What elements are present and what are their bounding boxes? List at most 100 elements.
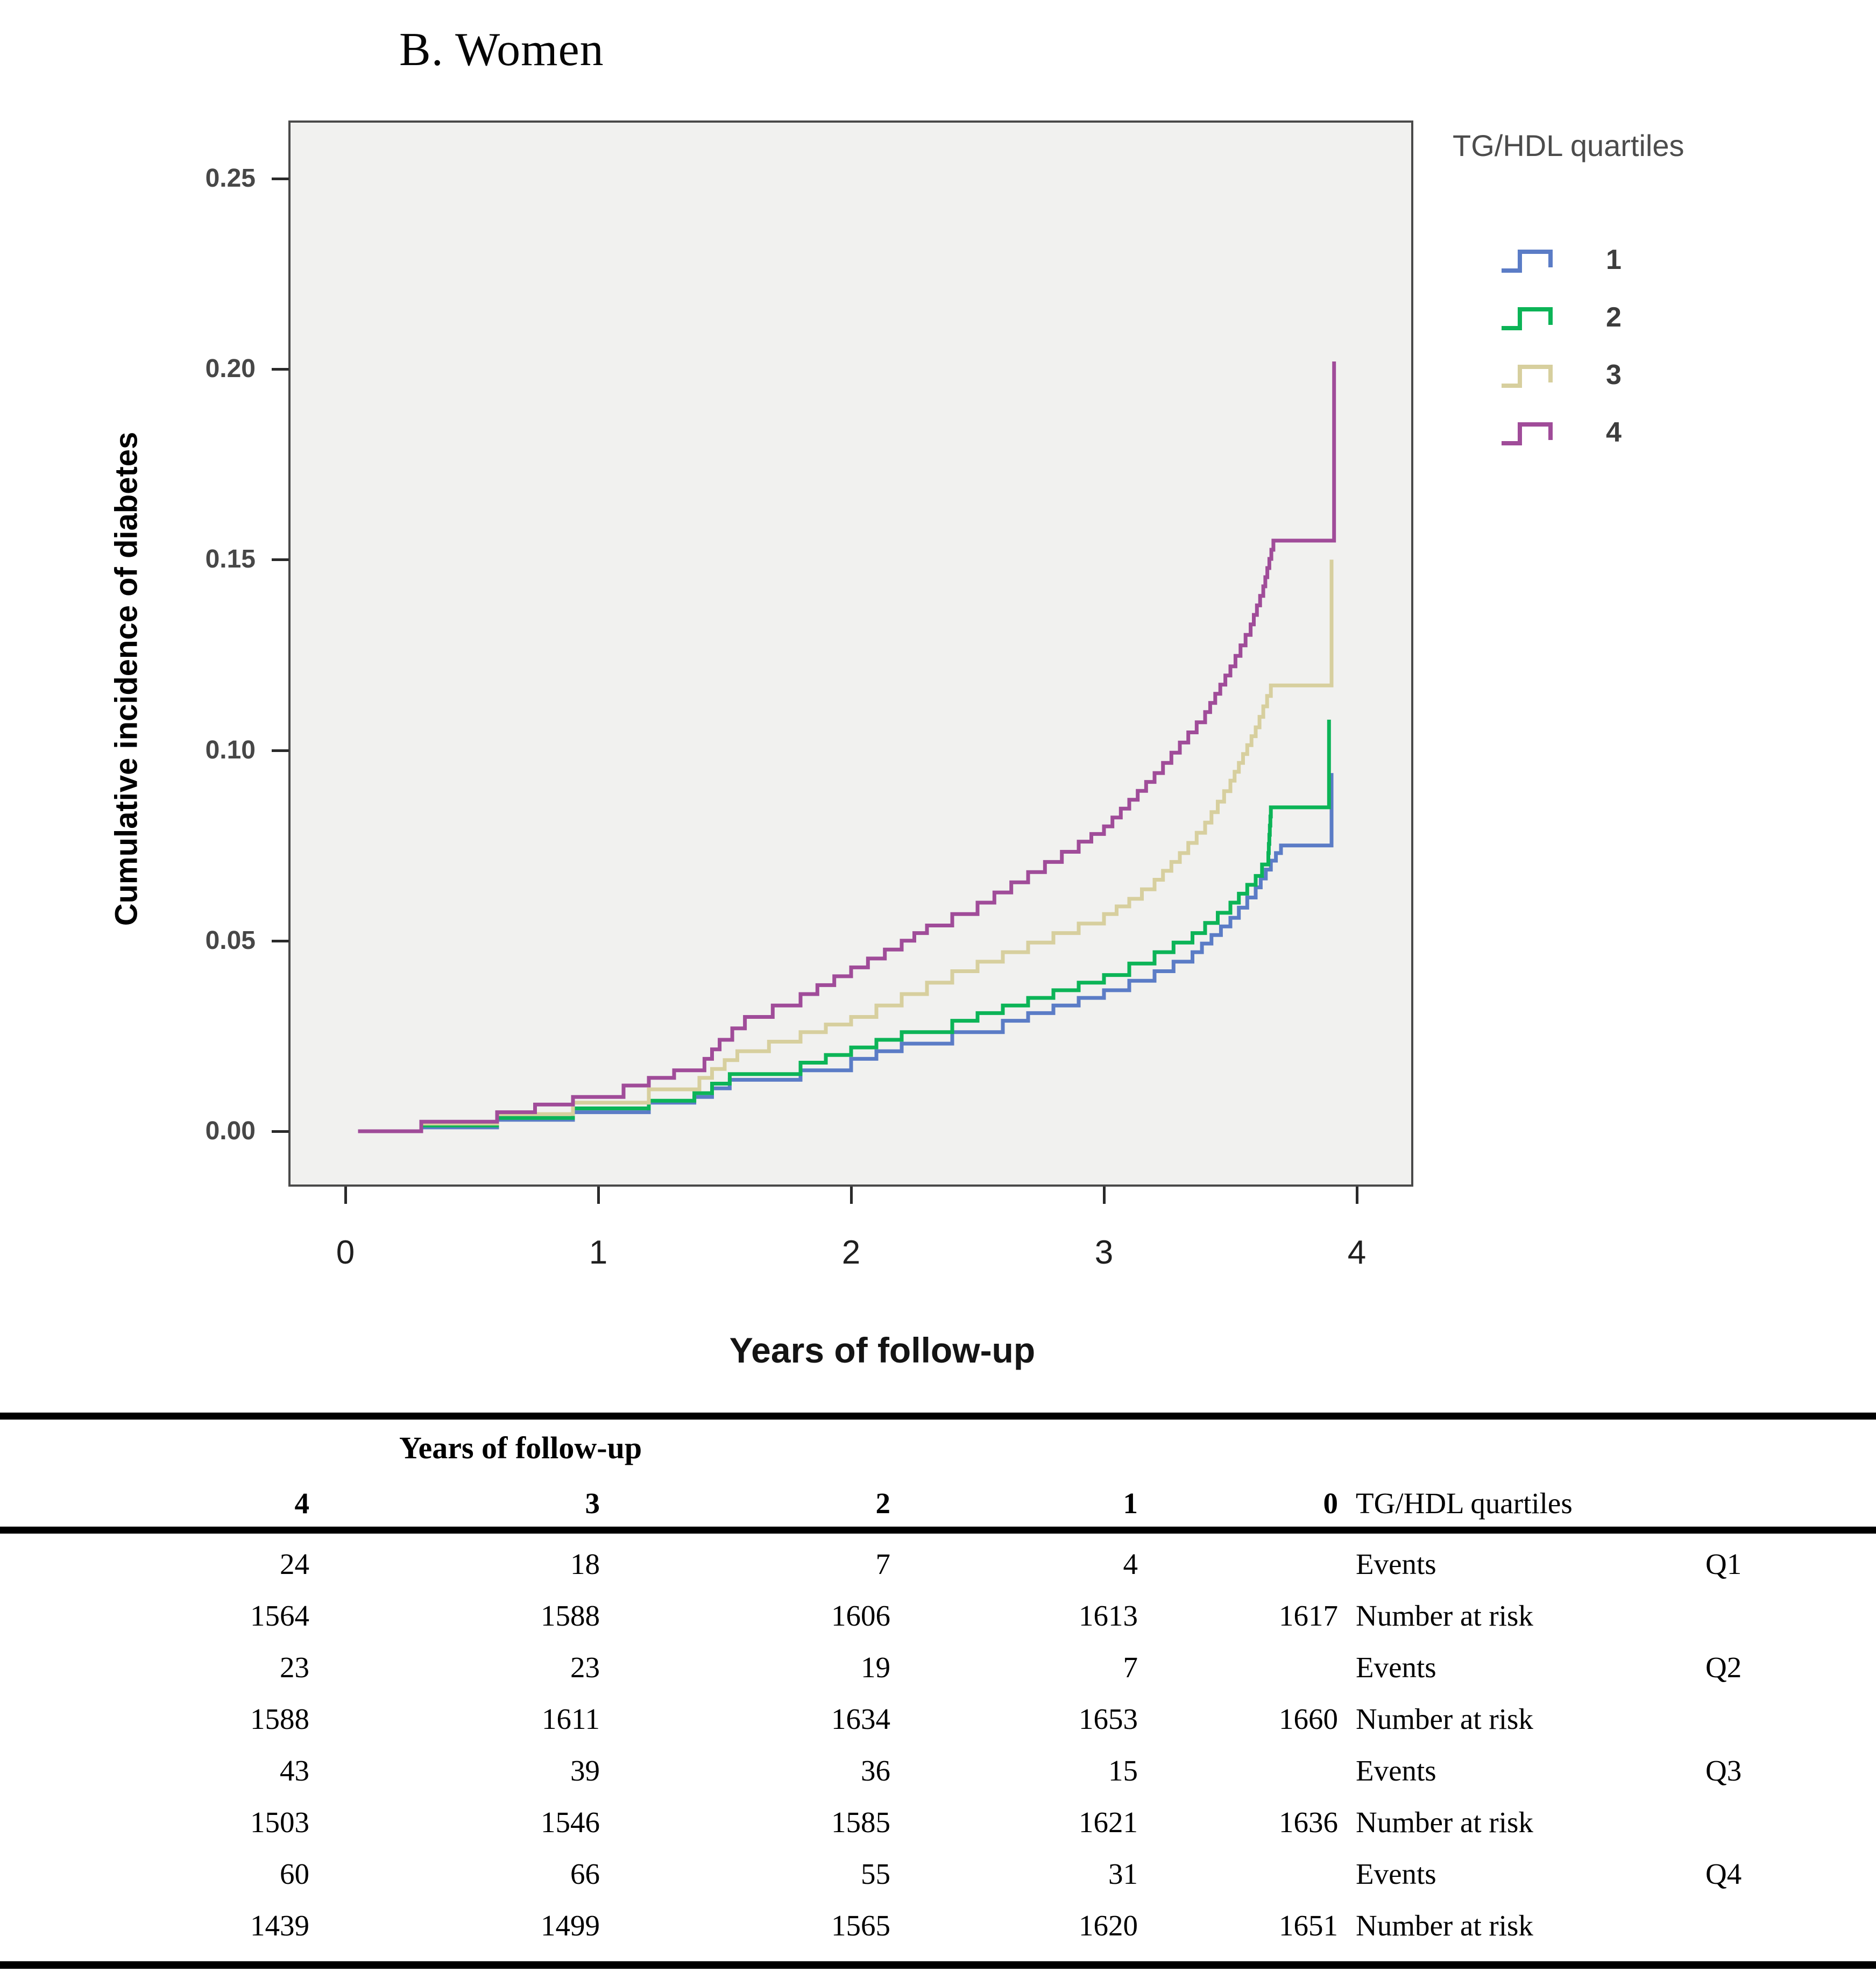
cell-year-1: 1620 — [1079, 1909, 1138, 1942]
x-tick-label-3: 3 — [1094, 1234, 1114, 1271]
curve-quartile-2 — [358, 719, 1331, 1133]
cell-year-1: 4 — [1123, 1548, 1138, 1580]
table-row-number-at-risk: 1439 1499 1565 1620 1651 Number at risk — [0, 1900, 1876, 1952]
cell-year-4: 1503 — [250, 1806, 309, 1839]
cell-year-1: 31 — [1108, 1857, 1138, 1890]
table-row-number-at-risk: 1588 1611 1634 1653 1660 Number at risk — [0, 1693, 1876, 1745]
cell-year-1: 1621 — [1079, 1806, 1138, 1839]
x-tick-mark-4 — [1356, 1187, 1358, 1204]
y-tick-label-0.15: 0.15 — [205, 545, 256, 574]
cell-year-1: 15 — [1108, 1754, 1138, 1787]
table-rule-top — [0, 1413, 1876, 1420]
cell-year-3: 18 — [570, 1548, 600, 1580]
cell-year-2: 1565 — [831, 1909, 890, 1942]
quartile-label: Q3 — [1705, 1754, 1742, 1787]
y-tick-mark-0.00 — [272, 1130, 289, 1133]
table-row-q3-events: 43 39 36 15 Events Q3 — [0, 1745, 1876, 1797]
table-rule-middle — [0, 1527, 1876, 1534]
cell-year-1: 7 — [1123, 1651, 1138, 1684]
cell-year-3: 23 — [570, 1651, 600, 1684]
cell-year-3: 66 — [570, 1857, 600, 1890]
curve-quartile-1 — [358, 773, 1334, 1133]
cell-year-2: 7 — [875, 1548, 891, 1580]
legend-step-line-icon-2 — [1502, 307, 1553, 330]
cell-year-4: 24 — [280, 1548, 309, 1580]
cell-year-3: 1546 — [541, 1806, 600, 1839]
cell-year-2: 19 — [861, 1651, 890, 1684]
row-label: Number at risk — [1356, 1806, 1533, 1839]
x-axis-title: Years of follow-up — [729, 1330, 1036, 1370]
y-tick-mark-0.10 — [272, 749, 289, 752]
table-row-q4-events: 60 66 55 31 Events Q4 — [0, 1848, 1876, 1900]
legend-label-3: 3 — [1606, 359, 1622, 391]
legend-label-1: 1 — [1606, 244, 1622, 275]
row-label: Number at risk — [1356, 1703, 1533, 1735]
y-tick-label-0.05: 0.05 — [205, 926, 256, 955]
curve-quartile-3 — [358, 559, 1334, 1133]
quartile-label: Q4 — [1705, 1857, 1742, 1890]
cell-year-3: 1499 — [541, 1909, 600, 1942]
row-label: Number at risk — [1356, 1599, 1533, 1632]
plot-area — [288, 120, 1413, 1187]
row-label: Events — [1356, 1857, 1436, 1890]
y-tick-label-0.20: 0.20 — [205, 354, 256, 384]
y-axis-title: Cumulative incidence of diabetes — [109, 431, 144, 926]
cell-year-0: 1651 — [1279, 1909, 1338, 1942]
legend-step-line-icon-1 — [1502, 250, 1553, 273]
cell-year-3: 1588 — [541, 1599, 600, 1632]
table-header-row: 4 3 2 1 0 TG/HDL quartiles — [0, 1480, 1876, 1527]
cell-year-4: 1439 — [250, 1909, 309, 1942]
cell-year-2: 55 — [861, 1857, 890, 1890]
x-tick-label-2: 2 — [841, 1234, 861, 1271]
row-label: Events — [1356, 1754, 1436, 1787]
legend-label-2: 2 — [1606, 302, 1622, 333]
col-header-0: 0 — [1323, 1487, 1339, 1520]
col-header-3: 3 — [585, 1487, 600, 1520]
cell-year-0: 1636 — [1279, 1806, 1338, 1839]
legend-label-4: 4 — [1606, 417, 1622, 448]
cell-year-0: 1660 — [1279, 1703, 1338, 1735]
cell-year-2: 1634 — [831, 1703, 890, 1735]
table-row-q1-events: 24 18 7 4 Events Q1 — [0, 1538, 1876, 1590]
y-tick-mark-0.20 — [272, 368, 289, 371]
cell-year-0: 1617 — [1279, 1599, 1338, 1632]
cell-year-4: 23 — [280, 1651, 309, 1684]
legend-step-line-icon-3 — [1502, 365, 1553, 388]
x-tick-label-4: 4 — [1347, 1234, 1367, 1271]
cell-year-3: 1611 — [542, 1703, 600, 1735]
cell-year-4: 1564 — [250, 1599, 309, 1632]
y-tick-mark-0.05 — [272, 939, 289, 942]
cell-year-1: 1653 — [1079, 1703, 1138, 1735]
x-tick-label-0: 0 — [336, 1234, 355, 1271]
cell-year-2: 36 — [861, 1754, 890, 1787]
y-tick-label-0.10: 0.10 — [205, 735, 256, 764]
table-row-number-at-risk: 1503 1546 1585 1621 1636 Number at risk — [0, 1797, 1876, 1848]
row-label: Events — [1356, 1548, 1436, 1580]
x-tick-mark-2 — [850, 1187, 853, 1204]
col-header-1: 1 — [1123, 1487, 1138, 1520]
curve-quartile-4 — [358, 361, 1336, 1133]
cell-year-4: 60 — [280, 1857, 309, 1890]
y-tick-label-0.00: 0.00 — [205, 1117, 256, 1145]
x-tick-mark-1 — [597, 1187, 600, 1204]
cell-year-2: 1606 — [831, 1599, 890, 1632]
x-tick-mark-3 — [1103, 1187, 1106, 1204]
cell-year-4: 1588 — [250, 1703, 309, 1735]
cell-year-4: 43 — [280, 1754, 309, 1787]
cell-year-1: 1613 — [1079, 1599, 1138, 1632]
table-row-q2-events: 23 23 19 7 Events Q2 — [0, 1642, 1876, 1693]
x-tick-label-1: 1 — [589, 1234, 608, 1271]
legend-step-line-icon-4 — [1502, 422, 1553, 445]
cell-year-2: 1585 — [831, 1806, 890, 1839]
col-header-4: 4 — [294, 1487, 310, 1520]
table-group-header: Years of follow-up — [399, 1430, 642, 1465]
row-label-header: TG/HDL quartiles — [1356, 1487, 1573, 1520]
quartile-label: Q1 — [1705, 1548, 1742, 1580]
table-rule-bottom — [0, 1961, 1876, 1969]
row-label: Events — [1356, 1651, 1436, 1684]
y-tick-mark-0.25 — [272, 178, 289, 180]
quartile-label: Q2 — [1705, 1651, 1742, 1684]
legend: TG/HDL quartiles 1 2 3 4 — [1453, 128, 1861, 448]
row-label: Number at risk — [1356, 1909, 1533, 1942]
col-header-2: 2 — [875, 1487, 891, 1520]
